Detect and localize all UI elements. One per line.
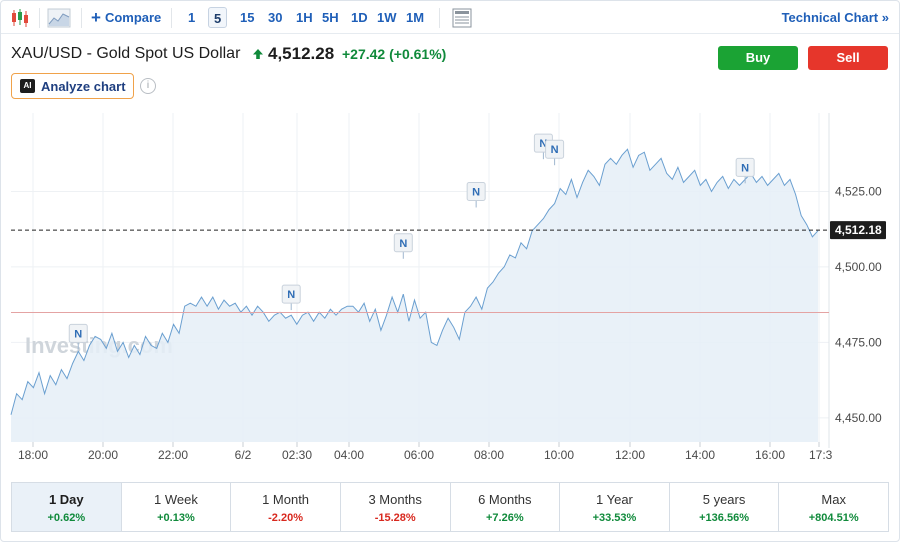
range-1-week[interactable]: 1 Week +0.13% bbox=[122, 483, 232, 531]
range-change: +804.51% bbox=[808, 512, 859, 524]
news-marker[interactable]: N bbox=[393, 233, 413, 259]
x-tick-label: 12:00 bbox=[615, 448, 645, 462]
interval-1[interactable]: 1 bbox=[188, 10, 196, 25]
ai-icon: AI bbox=[20, 79, 35, 93]
x-tick-label: 04:00 bbox=[334, 448, 364, 462]
x-tick-label: 14:00 bbox=[685, 448, 715, 462]
interval-1m[interactable]: 1M bbox=[406, 10, 425, 25]
y-tick-label: 4,475.00 bbox=[835, 335, 882, 349]
x-tick-label: 16:00 bbox=[755, 448, 785, 462]
range-change: -15.28% bbox=[374, 512, 416, 524]
range-5-years[interactable]: 5 years +136.56% bbox=[670, 483, 780, 531]
area-chart-icon[interactable] bbox=[47, 7, 71, 29]
y-tick-label: 4,450.00 bbox=[835, 411, 882, 425]
x-tick-label: 06:00 bbox=[404, 448, 434, 462]
analyze-chart-label: Analyze chart bbox=[41, 78, 126, 94]
range-label: 1 Day bbox=[48, 492, 84, 507]
news-marker-label: N bbox=[74, 328, 82, 340]
news-marker-label: N bbox=[287, 289, 295, 301]
price-line bbox=[10, 148, 819, 415]
range-1-month[interactable]: 1 Month -2.20% bbox=[231, 483, 341, 531]
x-axis: 18:00 20:00 22:00 6/2 02:30 04:00 06:00 08:00 10… bbox=[18, 442, 833, 462]
range-label: 1 Week bbox=[154, 492, 198, 507]
current-price-label: 4,512.18 bbox=[835, 223, 882, 237]
technical-chart-label: Technical Chart bbox=[781, 10, 879, 25]
buy-button[interactable]: Buy bbox=[718, 46, 798, 70]
info-icon[interactable]: i bbox=[140, 78, 156, 94]
news-marker-label: N bbox=[399, 238, 407, 250]
interval-5h[interactable]: 5H bbox=[322, 10, 339, 25]
compare-button[interactable]: + Compare bbox=[91, 8, 162, 27]
toolbar-divider bbox=[171, 8, 172, 28]
interval-15[interactable]: 15 bbox=[240, 10, 255, 25]
plus-icon: + bbox=[91, 8, 101, 27]
y-tick-label: 4,500.00 bbox=[835, 260, 882, 274]
y-axis: 4,450.00 4,475.00 4,500.00 4,525.00 bbox=[835, 184, 882, 424]
x-tick-label: 20:00 bbox=[88, 448, 118, 462]
analyze-chart-button[interactable]: AI Analyze chart bbox=[11, 73, 134, 99]
price-chart[interactable]: Investing.com 4,450.004,475.004,500.004,… bbox=[1, 101, 899, 481]
x-tick-label: 02:30 bbox=[282, 448, 312, 462]
news-marker[interactable]: N bbox=[735, 157, 755, 184]
range-change: +136.56% bbox=[699, 512, 749, 524]
range-change: -2.20% bbox=[268, 512, 303, 524]
news-marker[interactable]: N bbox=[466, 181, 486, 208]
x-tick-label: 17:3 bbox=[809, 448, 833, 462]
change-value: +27.42 bbox=[342, 46, 386, 62]
range-6-months[interactable]: 6 Months +7.26% bbox=[451, 483, 561, 531]
range-change: +0.13% bbox=[157, 512, 195, 524]
instrument-title: XAU/USD - Gold Spot US Dollar bbox=[11, 45, 241, 62]
sell-button[interactable]: Sell bbox=[808, 46, 888, 70]
news-marker-label: N bbox=[472, 186, 480, 198]
toolbar-divider bbox=[81, 8, 82, 28]
range-3-months[interactable]: 3 Months -15.28% bbox=[341, 483, 451, 531]
range-1-day[interactable]: 1 Day +0.62% bbox=[12, 483, 122, 531]
range-label: 3 Months bbox=[368, 492, 422, 507]
candlestick-icon[interactable] bbox=[9, 7, 31, 29]
x-tick-label: 18:00 bbox=[18, 448, 48, 462]
layout-icon[interactable] bbox=[451, 7, 473, 29]
news-marker[interactable]: N bbox=[68, 323, 88, 350]
double-chevron-right-icon: » bbox=[881, 10, 889, 25]
x-tick-label: 22:00 bbox=[158, 448, 188, 462]
range-label: Max bbox=[821, 492, 846, 507]
range-label: 1 Month bbox=[262, 492, 310, 507]
interval-30[interactable]: 30 bbox=[268, 10, 283, 25]
toolbar-divider bbox=[439, 8, 440, 28]
x-tick-label: 08:00 bbox=[474, 448, 504, 462]
range-change: +7.26% bbox=[486, 512, 524, 524]
interval-1w[interactable]: 1W bbox=[377, 10, 397, 25]
news-marker[interactable]: N bbox=[281, 284, 301, 311]
news-marker-label: N bbox=[539, 138, 547, 150]
interval-1h[interactable]: 1H bbox=[296, 10, 313, 25]
arrow-up-icon bbox=[253, 49, 263, 59]
range-label: 5 years bbox=[702, 492, 746, 507]
last-price: 4,512.28 bbox=[268, 44, 335, 63]
interval-1d[interactable]: 1D bbox=[351, 10, 368, 25]
range-1-year[interactable]: 1 Year +33.53% bbox=[560, 483, 670, 531]
chart-toolbar: + Compare 1 5 15 30 1H 5H 1D 1W 1M Techn… bbox=[1, 1, 899, 34]
change-percent: (+0.61%) bbox=[389, 46, 447, 62]
news-marker[interactable]: N bbox=[545, 139, 565, 166]
range-change: +33.53% bbox=[592, 512, 637, 524]
technical-chart-link[interactable]: Technical Chart » bbox=[782, 10, 889, 25]
current-price-tag: 4,512.18 bbox=[830, 221, 886, 240]
x-tick-label: 10:00 bbox=[544, 448, 574, 462]
x-tick-label: 6/2 bbox=[235, 448, 252, 462]
interval-5[interactable]: 5 bbox=[208, 7, 228, 28]
range-label: 6 Months bbox=[478, 492, 532, 507]
news-marker-label: N bbox=[741, 162, 749, 174]
price-change: +27.42 (+0.61%) bbox=[342, 46, 446, 62]
compare-label: Compare bbox=[104, 10, 162, 25]
range-selector: 1 Day +0.62% 1 Week +0.13% 1 Month -2.20% 3 Mo… bbox=[11, 482, 889, 532]
y-tick-label: 4,525.00 bbox=[835, 184, 882, 198]
news-marker-label: N bbox=[551, 144, 559, 156]
price-area bbox=[11, 149, 818, 442]
toolbar-divider bbox=[39, 8, 40, 28]
range-change: +0.62% bbox=[47, 512, 86, 524]
range-max[interactable]: Max +804.51% bbox=[779, 483, 888, 531]
range-label: 1 Year bbox=[596, 492, 633, 507]
